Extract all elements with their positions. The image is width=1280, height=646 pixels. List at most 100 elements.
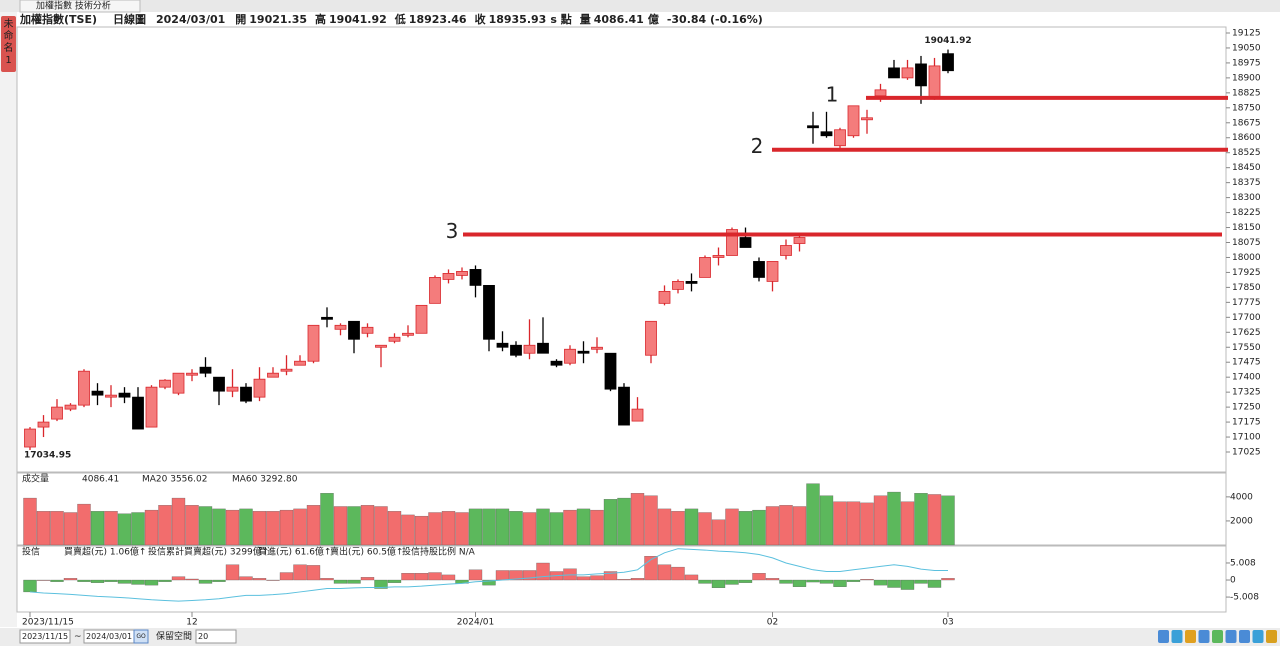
- volume-bar: [819, 495, 834, 546]
- tool-icon[interactable]: [1252, 630, 1264, 643]
- candle-body: [294, 360, 306, 366]
- volume-bar: [684, 508, 699, 546]
- trust-bar: [347, 579, 361, 584]
- candle-body: [226, 386, 239, 392]
- side-tab[interactable]: [1, 16, 16, 72]
- trust-bar: [752, 573, 766, 581]
- header-item: 加權指數(TSE): [19, 12, 97, 26]
- trust-bar: [779, 579, 793, 584]
- trust-bar: [36, 579, 51, 581]
- trust-bar: [320, 578, 334, 581]
- trust-bar: [941, 578, 955, 581]
- volume-bar: [171, 497, 186, 546]
- y-tick-label: 18750: [1232, 103, 1261, 113]
- candle-body: [78, 370, 90, 406]
- trust-bar: [522, 570, 537, 581]
- header-item: 日線圖: [113, 12, 146, 26]
- candle-body: [159, 379, 171, 388]
- volume-bar: [306, 505, 321, 546]
- tool-icon[interactable]: [1239, 630, 1250, 643]
- tool-icon[interactable]: [1266, 630, 1277, 643]
- trust-bar: [698, 579, 712, 584]
- volume-bar: [279, 509, 294, 546]
- volume-bar: [401, 514, 415, 546]
- volume-bar: [387, 511, 402, 546]
- y-tick-label: 17325: [1232, 388, 1261, 398]
- tool-icon[interactable]: [1185, 630, 1196, 643]
- volume-bar: [711, 519, 726, 546]
- go-button[interactable]: [133, 629, 149, 644]
- candle-body: [334, 324, 347, 330]
- candle-body: [604, 352, 617, 390]
- volume-bar: [873, 495, 888, 546]
- candle-body: [523, 344, 536, 354]
- volume-bar: [698, 512, 712, 546]
- trust-bar: [158, 579, 172, 582]
- y-tick-label: 18975: [1232, 58, 1261, 68]
- tool-icon[interactable]: [1171, 630, 1183, 643]
- volume-bar: [144, 509, 159, 546]
- reserve-value-box: [195, 629, 237, 644]
- trust-bar: [131, 579, 145, 585]
- candle-body: [564, 348, 576, 364]
- header-item: s 點: [550, 12, 571, 26]
- y-tick-label: 18075: [1232, 238, 1261, 248]
- y-tick-label: 17850: [1232, 283, 1261, 293]
- volume-bar: [77, 503, 91, 546]
- candle-body: [577, 350, 590, 354]
- candle-body: [685, 281, 698, 284]
- trust-bar: [806, 579, 820, 583]
- window-title: 加權指數 技術分析: [36, 0, 111, 12]
- y-tick-label: 19050: [1232, 43, 1261, 53]
- y-tick-label: 18900: [1232, 73, 1261, 83]
- trust-bar: [617, 579, 631, 581]
- candle-body: [64, 404, 77, 410]
- tool-icon[interactable]: [1212, 630, 1223, 643]
- volume-bar: [360, 505, 375, 546]
- go-label: GO: [136, 633, 146, 640]
- trust-bar: [846, 579, 861, 582]
- volume-bar: [738, 511, 753, 546]
- trust-bar: [293, 564, 307, 581]
- volume-bar: [549, 512, 564, 546]
- volume-bar: [900, 501, 915, 546]
- y-tick-label: 18000: [1232, 253, 1261, 263]
- volume-bar: [765, 506, 780, 546]
- y-tick-label: 17100: [1232, 433, 1261, 443]
- trust-bar: [792, 579, 807, 587]
- title-tab[interactable]: [19, 0, 141, 13]
- candle-body: [118, 392, 131, 398]
- candle-body: [712, 255, 725, 258]
- volume-bar: [50, 511, 64, 546]
- tool-icon[interactable]: [1158, 630, 1169, 643]
- candle-body: [861, 117, 873, 121]
- side-bar: [0, 12, 17, 627]
- y-tick-label: 17400: [1232, 373, 1261, 383]
- volume-bar: [266, 511, 280, 546]
- volume-bar: [914, 493, 928, 546]
- candle-body: [240, 386, 252, 402]
- trust-bar: [387, 579, 402, 583]
- volume-tick-label: 2000: [1230, 516, 1253, 526]
- side-tab-char: 命: [4, 29, 14, 42]
- y-tick-label: 18450: [1232, 163, 1261, 173]
- title-bar: [0, 0, 1280, 12]
- volume-bar: [36, 511, 51, 546]
- trust-bar: [185, 578, 199, 581]
- low-label: 17034.95: [24, 451, 71, 461]
- trust-bar: [603, 571, 618, 581]
- tool-icon[interactable]: [1198, 630, 1210, 643]
- candle-body: [847, 105, 860, 137]
- y-tick-label: 17625: [1232, 328, 1261, 338]
- tool-icon[interactable]: [1225, 630, 1237, 643]
- trust-bar: [860, 579, 874, 581]
- trust-title: 投信: [22, 546, 40, 558]
- trust-bar: [212, 579, 226, 582]
- trust-bar: [428, 572, 442, 581]
- candle-body: [510, 344, 522, 356]
- y-tick-label: 17025: [1232, 448, 1261, 458]
- trust-bar: [360, 577, 375, 581]
- header-item: 19041.92: [329, 13, 387, 26]
- high-label: 19041.92: [924, 36, 971, 46]
- reserve-value: 20: [198, 632, 208, 641]
